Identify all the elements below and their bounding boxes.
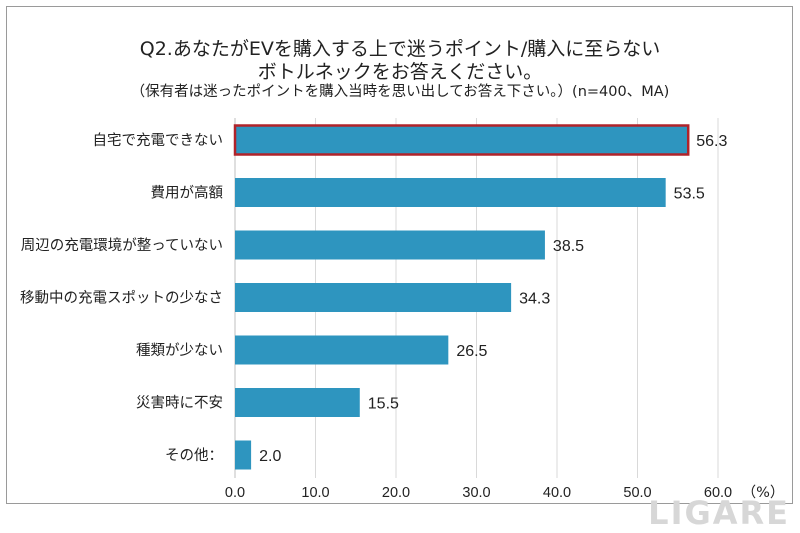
bar-2 — [235, 230, 545, 260]
bar-4 — [235, 335, 449, 365]
category-label-6: その他： — [165, 447, 223, 464]
category-label-5: 災害時に不安 — [136, 395, 223, 412]
x-tick-label-6: 60.0 — [704, 485, 732, 501]
chart-title-line-1: Q2.あなたがEVを購入する上で迷うポイント/購入に至らない — [139, 38, 661, 60]
x-tick-label-3: 30.0 — [462, 485, 490, 501]
category-label-3: 移動中の充電スポットの少なさ — [20, 290, 223, 307]
value-label-4: 26.5 — [456, 343, 487, 360]
watermark-logo: LIGARE — [648, 494, 790, 532]
value-label-5: 15.5 — [368, 396, 399, 413]
x-tick-label-2: 20.0 — [382, 485, 410, 501]
bar-1 — [235, 178, 666, 207]
x-tick-label-5: 50.0 — [623, 485, 651, 501]
value-label-1: 53.5 — [674, 186, 705, 203]
bar-0 — [233, 124, 690, 156]
chart-subtitle: （保有者は迷ったポイントを購入当時を思い出してお答え下さい。）(n=400、MA… — [130, 84, 670, 100]
x-axis-unit-label: （%） — [742, 484, 785, 501]
value-label-0: 56.3 — [696, 133, 727, 150]
x-tick-label-1: 10.0 — [301, 485, 329, 501]
x-tick-label-0: 0.0 — [225, 485, 245, 501]
bar-5 — [235, 388, 360, 417]
category-label-4: 種類が少ない — [136, 342, 223, 359]
bar-6 — [235, 440, 252, 470]
category-label-1: 費用が高額 — [151, 185, 224, 202]
chart-title-line-2: ボトルネックをお答えください。 — [257, 61, 543, 83]
category-label-0: 自宅で充電できない — [93, 132, 224, 149]
category-label-2: 周辺の充電環境が整っていない — [21, 236, 223, 254]
value-label-6: 2.0 — [259, 448, 281, 465]
value-label-3: 34.3 — [519, 291, 550, 308]
x-tick-label-4: 40.0 — [543, 485, 571, 501]
bar-3 — [235, 283, 512, 312]
value-label-2: 38.5 — [553, 238, 584, 255]
